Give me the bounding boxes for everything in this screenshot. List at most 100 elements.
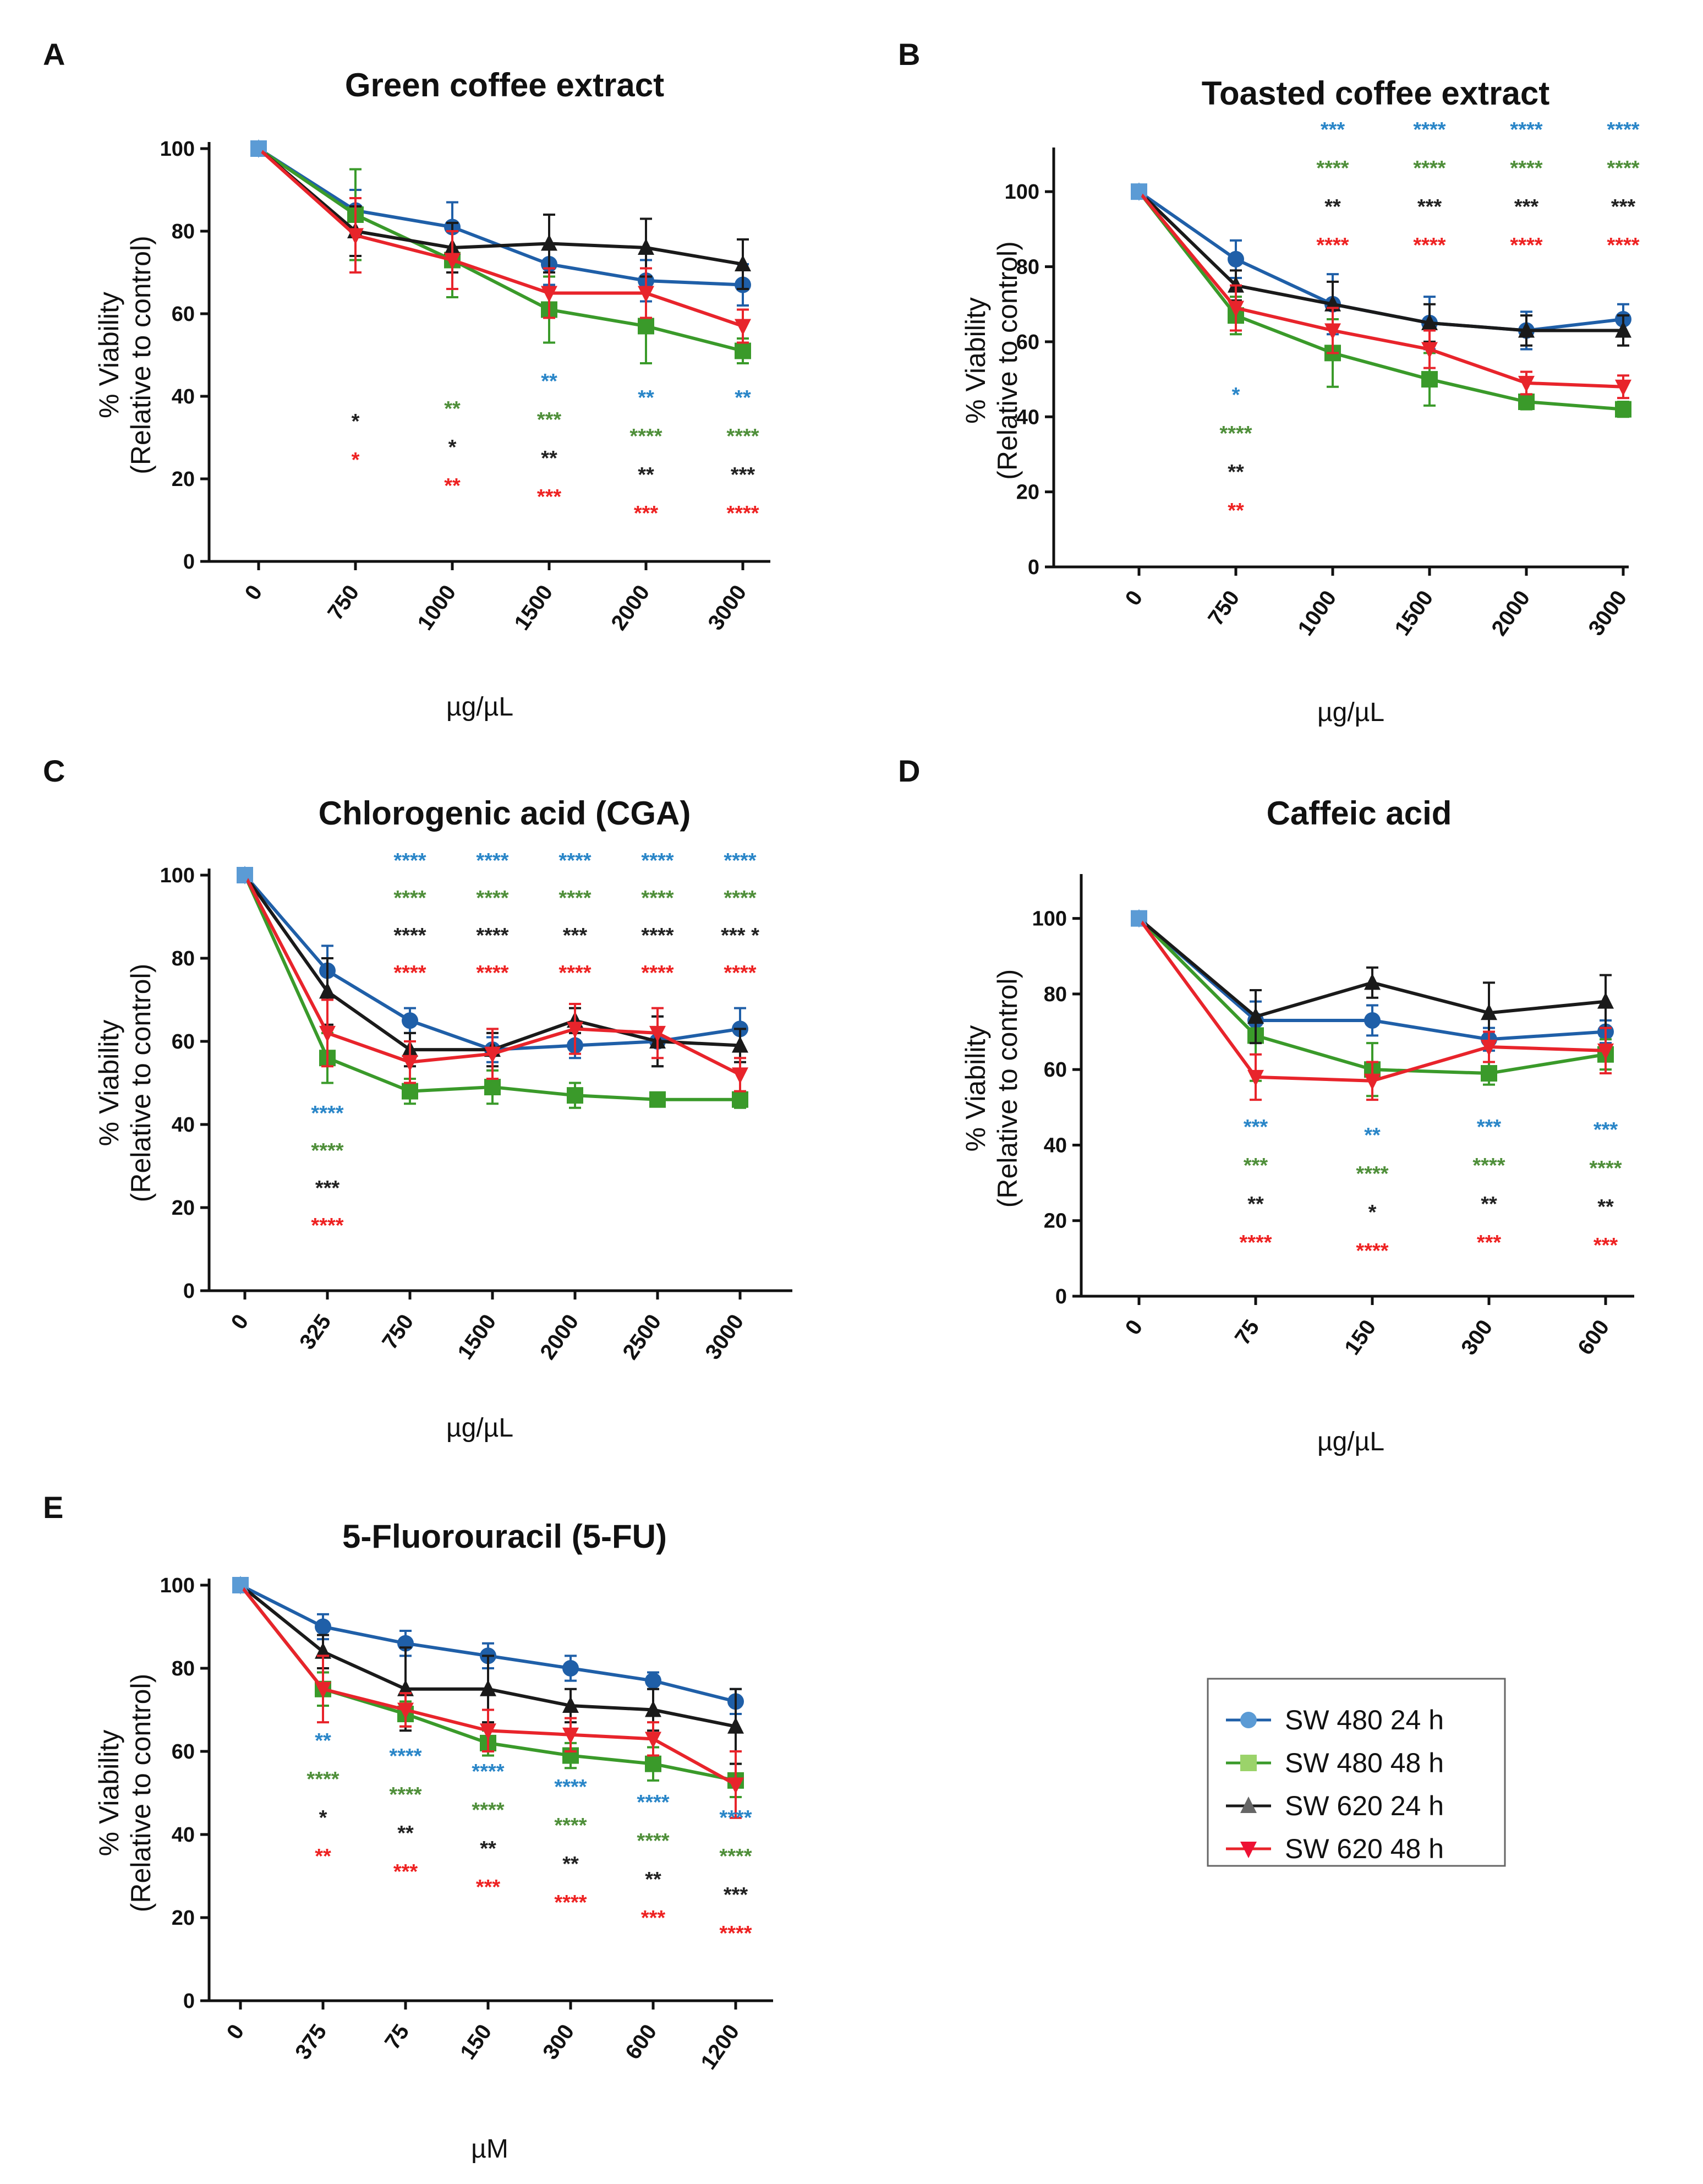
legend-label: SW 480 24 h xyxy=(1285,1705,1444,1735)
significance-mark: **** xyxy=(637,1791,669,1814)
significance-mark: **** xyxy=(641,849,673,872)
significance-mark: * xyxy=(352,449,360,472)
data-point xyxy=(1421,313,1438,330)
significance-mark: **** xyxy=(724,962,756,985)
panel-letter: E xyxy=(43,1490,63,1525)
significance-mark: *** * xyxy=(721,924,759,947)
significance-mark: * xyxy=(448,436,457,459)
significance-mark: *** xyxy=(731,463,755,487)
x-tick-label: 75 xyxy=(1230,1315,1264,1350)
y-tick-label: 40 xyxy=(172,385,195,408)
significance-mark: *** xyxy=(393,1860,418,1883)
significance-mark: **** xyxy=(1510,234,1542,257)
panel-letter: C xyxy=(43,754,65,788)
x-tick-label: 2500 xyxy=(618,1310,666,1364)
y-tick-label: 0 xyxy=(1028,556,1039,579)
data-point xyxy=(1518,321,1535,338)
data-point xyxy=(562,1660,579,1677)
series-sw620_48 xyxy=(1131,184,1631,400)
significance-mark: **** xyxy=(389,1783,421,1806)
significance-mark: **** xyxy=(1413,118,1445,141)
significance-mark: **** xyxy=(1316,234,1349,257)
x-tick-label: 1500 xyxy=(1390,586,1438,640)
legend: SW 480 24 h SW 480 48 h SW 620 24 h SW 620 … xyxy=(1207,1678,1506,1867)
significance-mark: ** xyxy=(638,463,654,487)
x-tick-label: 1500 xyxy=(453,1310,501,1364)
x-tick-label: 750 xyxy=(377,1310,418,1354)
data-point xyxy=(1228,301,1244,318)
y-axis-label: % Viability xyxy=(94,1730,124,1857)
significance-mark: ** xyxy=(1364,1124,1381,1147)
data-point xyxy=(1518,375,1535,392)
significance-mark: *** xyxy=(634,502,659,525)
data-point xyxy=(645,1755,661,1772)
x-axis-label: µg/µL xyxy=(1317,1427,1384,1456)
series-sw480_24 xyxy=(1131,183,1631,351)
x-tick-label: 600 xyxy=(1573,1315,1614,1359)
x-tick-label: 325 xyxy=(295,1310,336,1354)
x-axis-label: µg/µL xyxy=(446,692,513,722)
significance-mark: **** xyxy=(476,924,508,947)
y-axis-label: % Viability xyxy=(960,1025,991,1152)
significance-mark: ** xyxy=(444,397,461,421)
significance-mark: * xyxy=(319,1806,327,1830)
data-point xyxy=(397,1679,414,1696)
significance-mark: **** xyxy=(554,1814,587,1837)
significance-mark: **** xyxy=(393,887,426,910)
series-sw480_24 xyxy=(250,140,751,307)
significance-mark: *** xyxy=(1514,195,1539,219)
data-point xyxy=(1481,1003,1497,1020)
y-tick-label: 20 xyxy=(1044,1210,1067,1233)
significance-mark: ** xyxy=(315,1729,331,1752)
data-point xyxy=(1247,1007,1264,1024)
significance-mark: ** xyxy=(444,474,461,498)
chart-panel-c: C Chlorogenic acid (CGA) % Viability (Relat… xyxy=(43,754,792,1443)
significance-mark: **** xyxy=(1356,1162,1388,1186)
significance-mark: ** xyxy=(735,386,751,410)
significance-mark: **** xyxy=(558,887,591,910)
chart-title: Green coffee extract xyxy=(345,67,664,103)
significance-mark: **** xyxy=(393,924,426,947)
significance-mark: **** xyxy=(1607,118,1639,141)
y-tick-label: 40 xyxy=(172,1113,195,1137)
significance-mark: *** xyxy=(537,408,562,432)
x-tick-label: 1000 xyxy=(413,581,461,635)
chart-panel-e: E 5-Fluorouracil (5-FU) % Viability (Relati… xyxy=(43,1490,773,2164)
significance-mark: **** xyxy=(719,1922,752,1945)
x-tick-label: 300 xyxy=(1456,1315,1497,1359)
data-point xyxy=(1421,342,1438,359)
series-sw480_48 xyxy=(1131,183,1631,418)
x-tick-label: 0 xyxy=(1121,1315,1148,1339)
significance-mark: **** xyxy=(629,425,662,448)
significance-mark: **** xyxy=(393,962,426,985)
significance-mark: **** xyxy=(726,425,759,448)
data-point xyxy=(649,1091,666,1108)
data-point xyxy=(638,238,654,255)
y-axis-label: % Viability xyxy=(960,297,991,424)
chart-title: Chlorogenic acid (CGA) xyxy=(319,795,691,832)
legend-label: SW 480 48 h xyxy=(1285,1748,1444,1778)
significance-mark: **** xyxy=(1510,157,1542,180)
data-point xyxy=(541,234,557,251)
significance-mark: * xyxy=(352,410,360,433)
legend-marker xyxy=(1240,1842,1257,1858)
significance-mark: *** xyxy=(1594,1118,1618,1142)
significance-mark: *** xyxy=(1417,195,1442,219)
y-tick-label: 60 xyxy=(1016,331,1039,354)
chart-panel-d: D Caffeic acid % Viability (Relative to con… xyxy=(898,754,1634,1456)
x-tick-label: 375 xyxy=(291,2020,331,2064)
series-sw620_24 xyxy=(250,139,751,290)
significance-mark: * xyxy=(1368,1201,1377,1224)
significance-mark: ** xyxy=(541,447,557,470)
significance-mark: **** xyxy=(476,962,508,985)
chart-panel-b: B Toasted coffee extract % Viability (Relat… xyxy=(898,37,1640,727)
x-tick-label: 1500 xyxy=(510,581,557,635)
data-point xyxy=(1481,1040,1497,1056)
significance-mark: **** xyxy=(641,962,673,985)
legend-label: SW 620 48 h xyxy=(1285,1833,1444,1864)
series-sw620_24 xyxy=(1131,182,1631,347)
data-point xyxy=(402,1012,418,1029)
series-line xyxy=(1137,190,1623,332)
data-point xyxy=(484,1079,501,1096)
